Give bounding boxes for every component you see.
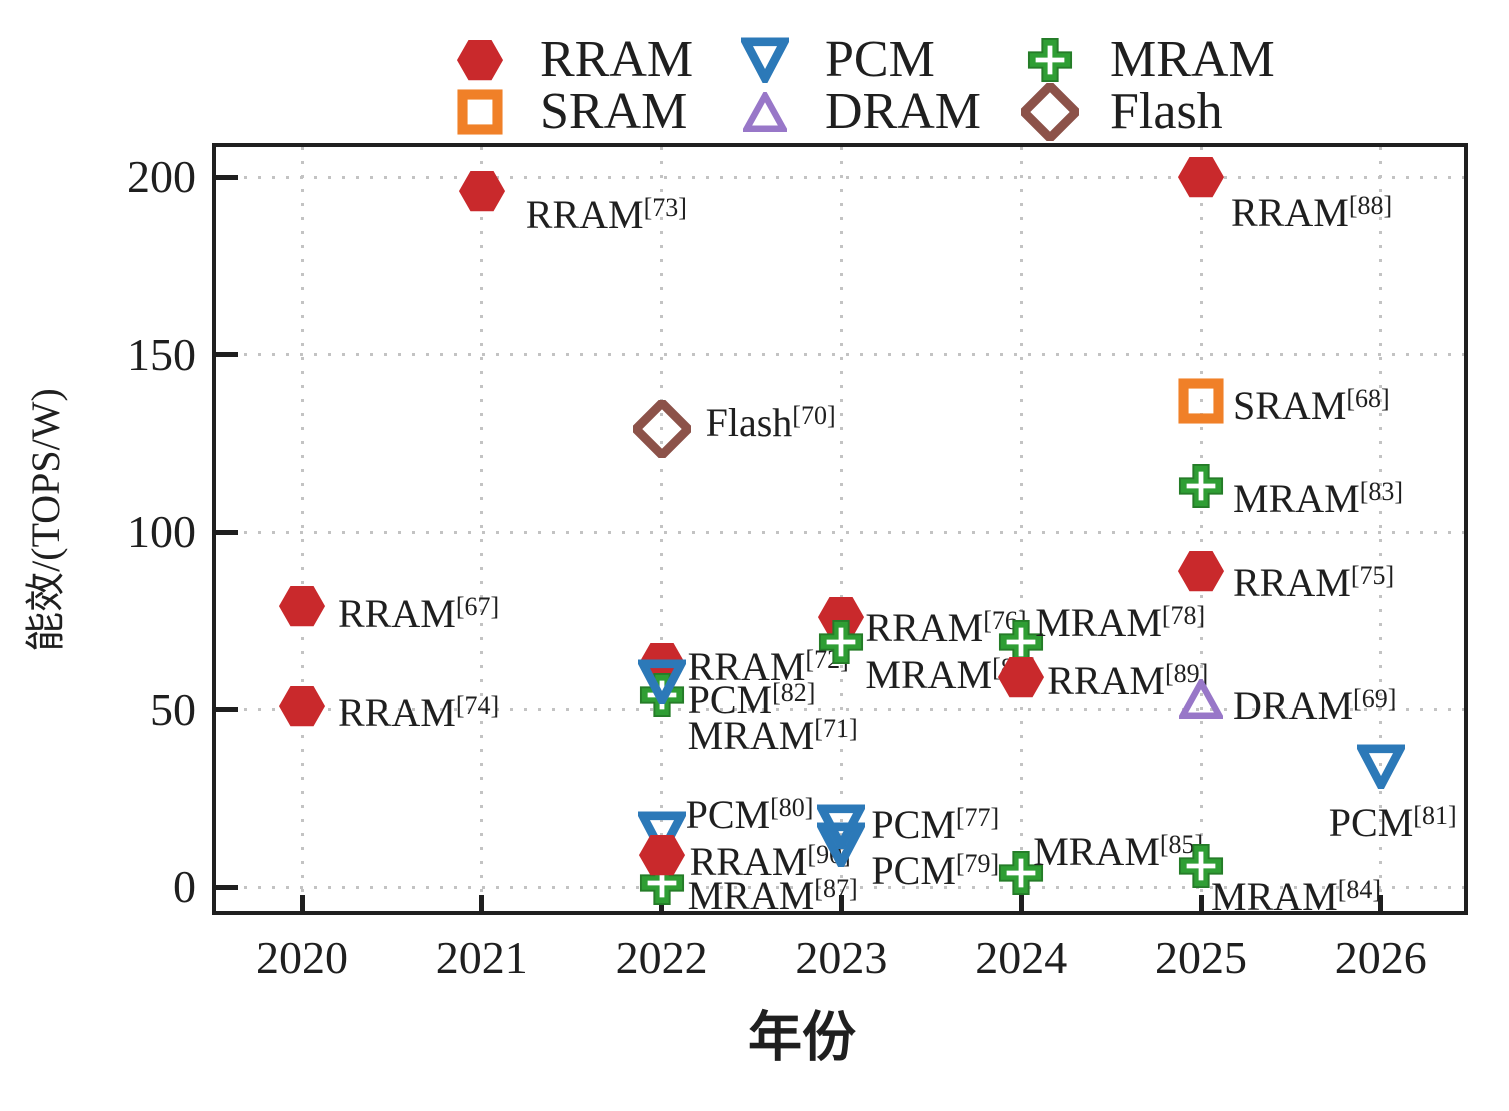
point-label-rram-89: RRAM[89] xyxy=(1047,657,1209,703)
point-mram-84 xyxy=(1178,843,1224,889)
point-flash-70 xyxy=(632,400,691,459)
legend-label-mram: MRAM xyxy=(1110,31,1275,88)
gridline-x-2024 xyxy=(1019,147,1023,911)
point-label-pcm-82: PCM[82] xyxy=(687,677,816,723)
legend-marker-rram xyxy=(456,39,504,81)
point-rram-76 xyxy=(817,596,865,638)
y-tick-label-150: 150 xyxy=(127,328,196,380)
gridline-x-2026 xyxy=(1379,147,1383,911)
x-tick-label-2020: 2020 xyxy=(256,932,348,983)
gridline-x-2025 xyxy=(1199,147,1203,911)
point-rram-88 xyxy=(1177,156,1225,198)
x-tick-label-2021: 2021 xyxy=(435,932,528,983)
point-dram-69 xyxy=(1179,678,1223,719)
point-rram-67 xyxy=(278,585,326,627)
gridline-x-2023 xyxy=(839,147,843,911)
point-pcm-81 xyxy=(1356,744,1405,789)
point-mram-83 xyxy=(1178,463,1224,509)
x-tick-2024 xyxy=(1018,895,1024,911)
y-tick-label-100: 100 xyxy=(127,506,196,557)
point-rram-73 xyxy=(458,170,506,212)
point-label-rram-73: RRAM[73] xyxy=(525,192,687,238)
x-tick-label-2025: 2025 xyxy=(1155,932,1247,983)
y-tick-label-200: 200 xyxy=(127,151,196,202)
x-tick-2025 xyxy=(1198,895,1204,911)
point-label-pcm-79: PCM[79] xyxy=(871,848,1000,894)
point-rram-75 xyxy=(1177,550,1225,592)
point-label-dram-69: DRAM[69] xyxy=(1233,682,1397,728)
gridline-x-2020 xyxy=(300,147,304,911)
point-label-mram-83: MRAM[83] xyxy=(1233,475,1404,521)
x-axis-title: 年份 xyxy=(748,1007,856,1068)
point-label-rram-88: RRAM[88] xyxy=(1231,190,1393,235)
point-mram-86 xyxy=(818,619,864,665)
point-rram-90 xyxy=(638,834,686,876)
legend-label-dram: DRAM xyxy=(825,83,982,140)
point-label-mram-71: MRAM[71] xyxy=(687,713,858,759)
y-tick-label-0: 0 xyxy=(173,861,196,912)
x-tick-label-2024: 2024 xyxy=(975,932,1068,983)
x-tick-2026 xyxy=(1378,895,1384,911)
legend-marker-mram xyxy=(1027,37,1073,83)
legend-label-flash: Flash xyxy=(1110,83,1223,140)
point-label-rram-75: RRAM[75] xyxy=(1233,560,1395,606)
y-tick-label-50: 50 xyxy=(150,683,196,735)
legend-marker-dram xyxy=(743,91,787,132)
point-label-mram-87: MRAM[87] xyxy=(687,873,858,919)
point-label-pcm-81: PCM[81] xyxy=(1328,800,1457,846)
y-tick-0 xyxy=(216,884,238,890)
point-pcm-79 xyxy=(817,822,866,867)
y-axis-title: 能效/(TOPS/W) xyxy=(23,388,68,652)
gridline-x-2022 xyxy=(660,147,664,911)
x-tick-label-2023: 2023 xyxy=(795,932,888,983)
point-label-rram-72: RRAM[72] xyxy=(687,644,849,690)
x-tick-label-2026: 2026 xyxy=(1334,932,1427,983)
legend-label-rram: RRAM xyxy=(540,31,694,88)
legend-label-pcm: PCM xyxy=(825,31,935,88)
point-label-mram-85: MRAM[85] xyxy=(1033,828,1204,874)
point-label-mram-84: MRAM[84] xyxy=(1211,873,1382,919)
point-label-rram-74: RRAM[74] xyxy=(338,689,500,735)
point-label-mram-78: MRAM[78] xyxy=(1035,600,1206,646)
y-tick-150 xyxy=(216,352,238,357)
point-mram-85 xyxy=(998,850,1044,896)
x-tick-2020 xyxy=(299,895,305,911)
point-pcm-82 xyxy=(637,659,686,704)
legend-marker-flash xyxy=(1021,83,1079,141)
point-label-flash-70: Flash[70] xyxy=(705,400,836,446)
point-label-pcm-77: PCM[77] xyxy=(871,801,1000,847)
point-label-sram-68: SRAM[68] xyxy=(1233,382,1390,428)
legend-marker-pcm xyxy=(741,37,789,83)
legend-marker-sram xyxy=(457,89,503,135)
y-tick-100 xyxy=(216,529,238,535)
point-rram-89 xyxy=(997,656,1045,698)
point-rram-74 xyxy=(278,685,326,727)
point-label-rram-67: RRAM[67] xyxy=(338,590,500,636)
point-sram-68 xyxy=(1178,378,1224,424)
x-tick-label-2022: 2022 xyxy=(615,932,708,983)
gridline-x-2021 xyxy=(480,147,484,911)
x-tick-2021 xyxy=(479,895,485,911)
y-tick-200 xyxy=(216,174,238,180)
y-tick-50 xyxy=(216,707,238,712)
point-label-pcm-80: PCM[80] xyxy=(685,791,814,837)
point-pcm-80 xyxy=(637,811,686,857)
x-tick-2023 xyxy=(838,895,844,911)
legend-label-sram: SRAM xyxy=(540,83,688,140)
